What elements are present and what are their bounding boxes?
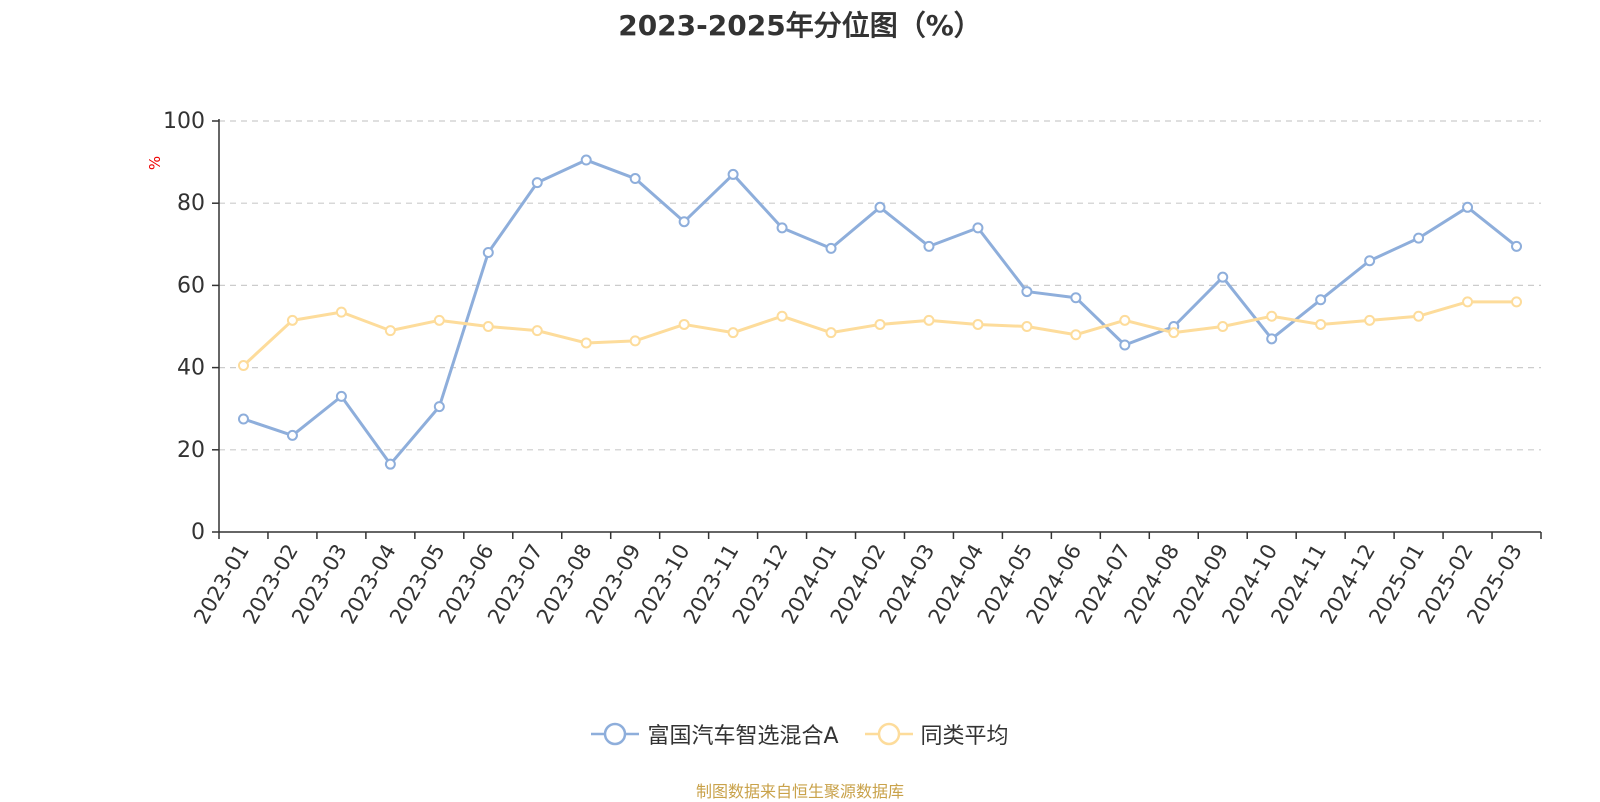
data-point[interactable] xyxy=(580,337,592,349)
y-tick-label: 0 xyxy=(191,520,205,545)
y-tick-label: 100 xyxy=(163,109,205,134)
data-point[interactable] xyxy=(384,325,396,337)
data-point[interactable] xyxy=(1511,240,1523,252)
data-point[interactable] xyxy=(1119,339,1131,351)
data-point[interactable] xyxy=(237,360,249,372)
data-point[interactable] xyxy=(727,327,739,339)
y-tick-label: 60 xyxy=(177,273,205,298)
data-point[interactable] xyxy=(825,242,837,254)
data-point[interactable] xyxy=(923,314,935,326)
data-point[interactable] xyxy=(1266,333,1278,345)
data-point[interactable] xyxy=(874,201,886,213)
data-point[interactable] xyxy=(433,314,445,326)
data-point[interactable] xyxy=(972,222,984,234)
data-point[interactable] xyxy=(1462,296,1474,308)
series-1 xyxy=(237,296,1523,372)
data-point[interactable] xyxy=(1168,327,1180,339)
grid-lines xyxy=(219,120,1541,451)
data-point[interactable] xyxy=(1315,294,1327,306)
series-lines xyxy=(237,154,1523,470)
data-point[interactable] xyxy=(727,168,739,180)
legend-item-peer-average[interactable]: 同类平均 xyxy=(864,718,1009,750)
source-note: 制图数据来自恒生聚源数据库 xyxy=(695,782,904,801)
legend: 富国汽车智选混合A 同类平均 xyxy=(0,718,1600,750)
data-point[interactable] xyxy=(678,318,690,330)
data-point[interactable] xyxy=(776,310,788,322)
data-point[interactable] xyxy=(482,247,494,259)
legend-item-fund[interactable]: 富国汽车智选混合A xyxy=(591,718,839,750)
data-point[interactable] xyxy=(531,177,543,189)
data-point[interactable] xyxy=(1021,321,1033,332)
axes: 0204060801002023-012023-022023-032023-04… xyxy=(163,109,1542,628)
y-axis-unit-label: % xyxy=(146,156,164,170)
data-point[interactable] xyxy=(1119,314,1131,326)
data-point[interactable] xyxy=(335,390,347,402)
data-point[interactable] xyxy=(1511,296,1523,308)
chart-title: 2023-2025年分位图（%） xyxy=(618,9,982,42)
series-line xyxy=(241,300,1519,368)
data-point[interactable] xyxy=(1070,292,1082,304)
data-point[interactable] xyxy=(531,325,543,337)
data-point[interactable] xyxy=(1364,255,1376,267)
data-point[interactable] xyxy=(1021,286,1033,298)
data-point[interactable] xyxy=(286,314,298,326)
data-point[interactable] xyxy=(678,216,690,228)
data-point[interactable] xyxy=(335,306,347,318)
data-point[interactable] xyxy=(825,327,837,339)
data-point[interactable] xyxy=(1266,310,1278,322)
series-0 xyxy=(237,154,1523,470)
data-point[interactable] xyxy=(629,173,641,185)
data-point[interactable] xyxy=(286,429,298,441)
data-point[interactable] xyxy=(923,240,935,252)
data-point[interactable] xyxy=(1315,318,1327,330)
legend-label-peer-average: 同类平均 xyxy=(920,724,1009,749)
data-point[interactable] xyxy=(629,335,641,347)
legend-line-circle-icon xyxy=(591,722,640,746)
data-point[interactable] xyxy=(237,413,249,425)
data-point[interactable] xyxy=(580,154,592,166)
data-point[interactable] xyxy=(1070,329,1082,341)
y-tick-label: 80 xyxy=(177,191,205,216)
data-point[interactable] xyxy=(1413,232,1425,244)
data-point[interactable] xyxy=(972,318,984,330)
data-point[interactable] xyxy=(1413,310,1425,322)
data-point[interactable] xyxy=(1217,271,1229,283)
data-point[interactable] xyxy=(433,401,445,413)
data-point[interactable] xyxy=(1462,201,1474,213)
data-point[interactable] xyxy=(482,321,494,332)
y-tick-label: 20 xyxy=(177,438,205,463)
data-point[interactable] xyxy=(384,458,396,470)
legend-label-fund: 富国汽车智选混合A xyxy=(647,724,839,749)
data-point[interactable] xyxy=(776,222,788,234)
y-tick-label: 40 xyxy=(177,356,205,381)
data-point[interactable] xyxy=(1364,314,1376,326)
legend-line-circle-icon xyxy=(864,722,913,746)
data-point[interactable] xyxy=(1217,321,1229,332)
data-point[interactable] xyxy=(874,318,886,330)
